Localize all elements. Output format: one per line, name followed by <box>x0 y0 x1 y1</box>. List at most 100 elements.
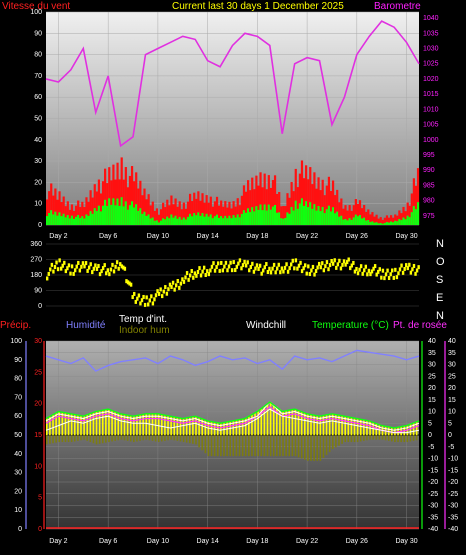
wind-bar <box>375 222 378 225</box>
gust-bar <box>236 198 239 225</box>
wind-bar <box>54 211 57 225</box>
indoor-hum-bar <box>257 435 259 457</box>
gust-bar <box>209 196 212 225</box>
direction-point <box>391 268 394 273</box>
temp-fill-bar <box>101 410 104 435</box>
direction-point <box>263 265 266 270</box>
wind-bar <box>358 214 362 225</box>
gust-bar <box>338 202 341 225</box>
direction-point <box>224 260 228 265</box>
direction-point <box>143 302 147 307</box>
direction-point <box>84 261 88 266</box>
gust-bar <box>77 200 80 225</box>
indoor-hum-bar <box>347 435 350 443</box>
gust-bar <box>182 202 185 225</box>
temp-fill-bar <box>338 415 340 435</box>
direction-point <box>83 264 86 269</box>
direction-point <box>174 283 178 288</box>
direction-point <box>201 269 204 274</box>
gust-bar <box>387 217 391 225</box>
temp-fill-bar <box>195 416 197 435</box>
indoor-hum-bar <box>188 435 191 444</box>
temp-fill-bar <box>157 413 160 435</box>
direction-point <box>75 264 78 269</box>
direction-point <box>139 301 142 306</box>
direction-point <box>192 275 195 280</box>
temp-fill-bar <box>142 414 144 435</box>
y2-tick-label: 1005 <box>423 122 439 129</box>
wind-bar <box>191 216 194 225</box>
wind-bar <box>62 213 65 225</box>
wind-bar <box>360 218 364 225</box>
direction-point <box>52 269 55 274</box>
direction-point <box>164 285 167 290</box>
direction-point <box>333 258 336 263</box>
direction-point <box>58 258 61 263</box>
gust-bar <box>193 192 196 225</box>
gust-bar <box>280 206 283 225</box>
temp-fill-bar <box>294 409 297 435</box>
direction-point <box>244 263 248 268</box>
direction-point <box>375 272 378 277</box>
direction-point <box>307 264 310 269</box>
wind-bar <box>307 207 310 225</box>
temp-fill-bar <box>164 415 166 435</box>
direction-point <box>59 266 63 271</box>
direction-point <box>145 295 148 300</box>
direction-point <box>372 266 375 271</box>
indoor-hum-bar <box>173 435 176 441</box>
wind-bar <box>313 204 316 225</box>
y2-tick-label: 990 <box>423 167 435 174</box>
temp-tick-label-2: -10 <box>448 456 458 463</box>
temp-fill-bar <box>136 415 138 435</box>
wind-bar <box>336 211 339 225</box>
gust-bar <box>410 193 413 225</box>
direction-point <box>216 261 220 266</box>
direction-point <box>342 259 346 264</box>
humidity-tick-label: 0 <box>18 526 22 533</box>
gust-bar <box>288 197 291 225</box>
wind-bar <box>319 211 322 225</box>
wind-bar <box>315 210 318 225</box>
x-tick-label: Day 14 <box>197 538 219 545</box>
temp-fill-bar <box>133 416 135 435</box>
indoor-hum-bar <box>86 435 89 441</box>
compass-e: E <box>436 292 444 304</box>
direction-point <box>350 263 354 268</box>
direction-point <box>106 268 110 273</box>
direction-point <box>157 291 161 296</box>
wind-bar <box>249 211 252 225</box>
gust-bar <box>133 181 136 225</box>
y2-tick-label: 1025 <box>423 61 439 68</box>
temp-fill-bar <box>313 415 315 435</box>
precip-tick-label: 10 <box>34 463 42 470</box>
wind-bar <box>379 222 382 225</box>
direction-point <box>383 276 386 281</box>
wind-bar <box>305 201 308 225</box>
direction-point <box>319 265 322 270</box>
gust-bar <box>286 193 289 225</box>
gust-bar <box>184 208 188 225</box>
direction-point <box>156 289 159 294</box>
direction-point <box>49 267 52 272</box>
gust-bar <box>108 167 111 225</box>
temp-fill-bar <box>254 413 256 435</box>
x-tick-label: Day 2 <box>49 538 67 545</box>
wind-bar <box>309 202 312 225</box>
direction-point <box>50 262 54 267</box>
wind-bar <box>404 219 407 225</box>
gust-bar <box>151 201 154 225</box>
wind-bar <box>118 205 121 225</box>
direction-point <box>202 265 206 270</box>
indoor-hum-bar <box>406 435 409 443</box>
series-line <box>45 406 420 434</box>
wind-bar <box>188 213 192 225</box>
wind-bar <box>46 216 49 225</box>
wind-bar <box>267 204 270 225</box>
direction-point <box>282 269 285 274</box>
direction-point <box>359 264 363 269</box>
wind-bar <box>247 208 250 225</box>
indoor-hum-bar <box>363 435 365 441</box>
direction-point <box>72 271 75 276</box>
indoor-hum-bar <box>248 435 250 457</box>
